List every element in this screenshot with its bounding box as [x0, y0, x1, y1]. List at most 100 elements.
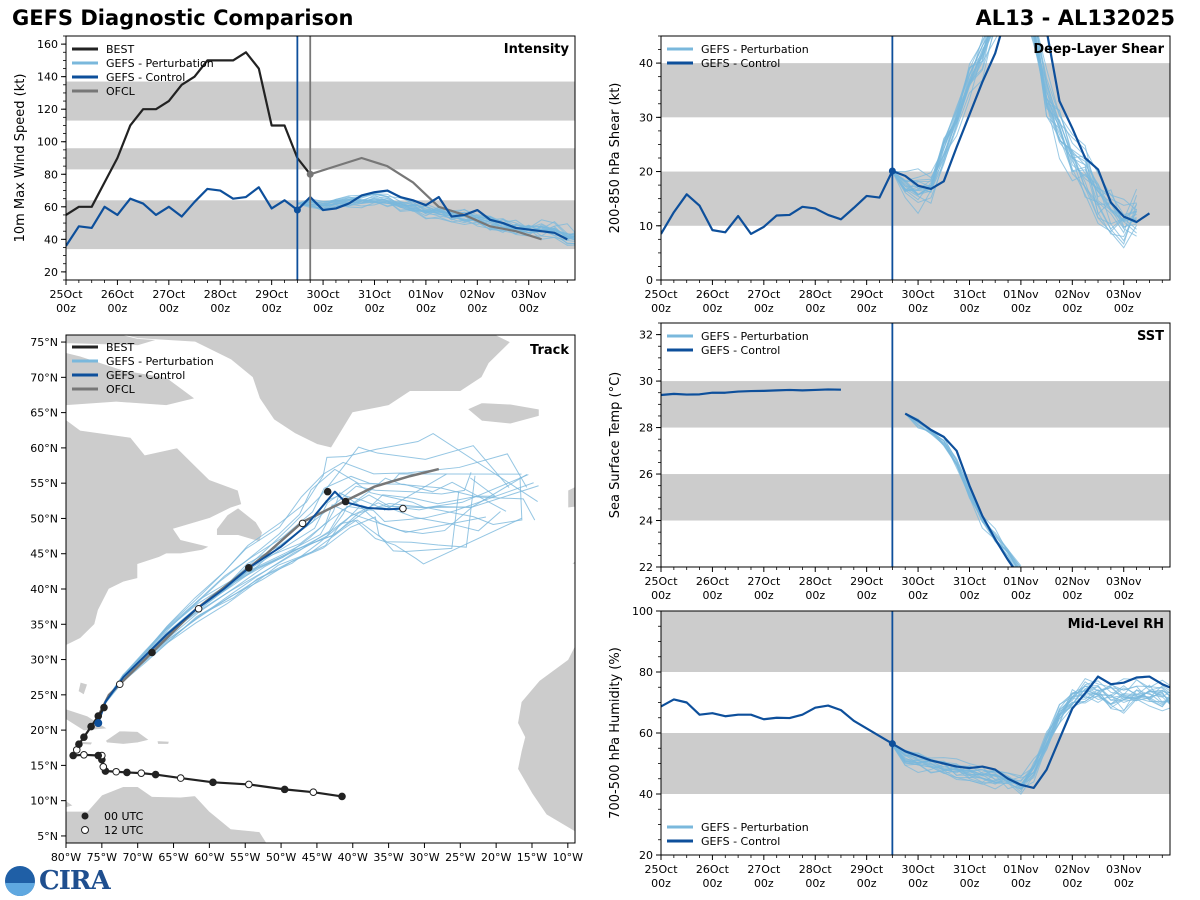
shear-xtick-label-date: 02Nov [1055, 288, 1091, 301]
intensity-xtick-label-hour: 00z [210, 302, 230, 315]
intensity-band-2 [66, 81, 575, 121]
shear-ytick-label: 10 [639, 220, 653, 233]
intensity-marker-0 [293, 206, 301, 214]
rh-xtick-label-hour: 00z [805, 877, 825, 890]
track-ytick-label: 55°N [30, 477, 58, 490]
bahamas-land [77, 681, 89, 696]
intensity-ytick-label: 40 [44, 233, 58, 246]
intensity-legend-label: BEST [106, 43, 134, 56]
track-best-point [100, 703, 108, 712]
shear-xtick-label-hour: 00z [1062, 302, 1082, 315]
sst-xtick-label-date: 31Oct [953, 575, 987, 588]
shear-xtick-label-hour: 00z [857, 302, 877, 315]
track-best-point [309, 788, 318, 797]
track-best-point [80, 751, 88, 759]
intensity-perturbation-member [297, 200, 575, 243]
sst-xtick-label-hour: 00z [754, 589, 774, 602]
track-xtick-label: 25°W [445, 851, 475, 864]
intensity-xtick-label-hour: 00z [108, 302, 128, 315]
intensity-legend-label: GEFS - Perturbation [106, 57, 214, 70]
intensity-ytick-label: 20 [44, 266, 58, 279]
track-ytick-label: 10°N [30, 795, 58, 808]
track-control-point [148, 648, 156, 657]
rh-xtick-label-date: 29Oct [850, 863, 884, 876]
ireland-land [567, 486, 575, 509]
track-xtick-label: 40°W [338, 851, 368, 864]
intensity-ytick-label: 80 [44, 168, 58, 181]
central-america-land [66, 800, 75, 809]
shear-ytick-label: 30 [639, 111, 653, 124]
rh-perturbation-member [891, 685, 1170, 786]
intensity-legend-label: GEFS - Control [106, 71, 185, 84]
south-america-land [66, 786, 268, 843]
track-ytick-label: 45°N [30, 548, 58, 561]
rh-xtick-label-hour: 00z [1114, 877, 1134, 890]
sst-frame [660, 322, 1171, 568]
sst-band-0 [661, 474, 1170, 521]
rh-ytick-label: 60 [639, 727, 653, 740]
rh-xtick-label-date: 27Oct [747, 863, 781, 876]
track-legend-label: GEFS - Control [106, 369, 185, 382]
shear-perturbation-member [892, 36, 1137, 217]
rh-legend-label: GEFS - Perturbation [701, 821, 809, 834]
africa-land [517, 645, 575, 843]
track-best-point [80, 733, 88, 741]
sst-xtick-label-date: 03Nov [1106, 575, 1142, 588]
intensity-perturbation-member [297, 193, 575, 246]
sst-xtick-label-date: 01Nov [1003, 575, 1039, 588]
intensity-ylabel: 10m Max Wind Speed (kt) [13, 74, 28, 243]
sst-xtick-label-date: 29Oct [850, 575, 884, 588]
hispaniola-land [104, 730, 151, 745]
track-control-point [298, 519, 307, 528]
shear-xtick-label-date: 26Oct [696, 288, 730, 301]
track-panel: 80°W 75°W 70°W 65°W 60°W 55°W 50°W 45°W 40°W 35°W… [30, 334, 583, 864]
track-best-point [69, 751, 77, 760]
intensity-xtick-label-date: 27Oct [152, 288, 186, 301]
rh-control-line [661, 675, 1170, 790]
shear-ylabel: 200-850 hPa Shear (kt) [608, 83, 623, 234]
sst-title: SST [1137, 329, 1164, 344]
track-control-point [194, 604, 203, 613]
rh-xtick-label-date: 30Oct [902, 863, 936, 876]
storm-id-title: AL13 - AL132025 [975, 6, 1176, 30]
shear-panel: 01020304025Oct00z26Oct00z27Oct00z28Oct00… [608, 35, 1171, 315]
rh-xtick-label-hour: 00z [960, 877, 980, 890]
track-best-point [137, 769, 146, 777]
shear-ytick-label: 20 [639, 166, 653, 179]
track-ytick-label: 40°N [30, 583, 58, 596]
greenland-land [123, 335, 512, 449]
shear-perturbation-member [891, 36, 1138, 221]
sst-xtick-label-hour: 00z [651, 589, 671, 602]
shear-xtick-label-hour: 00z [805, 302, 825, 315]
rh-ytick-label: 80 [639, 666, 653, 679]
track-control-line [97, 490, 403, 724]
shear-xtick-label-date: 25Oct [644, 288, 678, 301]
sst-ytick-label: 30 [639, 375, 653, 388]
intensity-ytick-label: 160 [37, 38, 58, 51]
baffin-island-land [66, 352, 196, 406]
track-ytick-label: 60°N [30, 442, 58, 455]
shear-legend-label: GEFS - Control [701, 57, 780, 70]
track-perturbation-member [97, 468, 507, 724]
track-ytick-label: 65°N [30, 407, 58, 420]
north-america-land [66, 335, 243, 646]
shear-xtick-label-date: 31Oct [953, 288, 987, 301]
sst-xtick-label-hour: 00z [1114, 589, 1134, 602]
rh-xtick-label-hour: 00z [1062, 877, 1082, 890]
track-best-point [123, 768, 131, 777]
intensity-xtick-label-date: 31Oct [358, 288, 392, 301]
shear-xtick-label-hour: 00z [1011, 302, 1031, 315]
shear-perturbation-member [891, 36, 1138, 242]
shear-xtick-label-hour: 00z [1114, 302, 1134, 315]
track-best-point [280, 785, 289, 794]
rh-perturbation-member [892, 685, 1170, 787]
sst-xtick-label-hour: 00z [857, 589, 877, 602]
track-ytick-label: 5°N [37, 830, 58, 843]
rh-ylabel: 700-500 hPa Humidity (%) [608, 647, 623, 819]
shear-xtick-label-hour: 00z [754, 302, 774, 315]
sst-ytick-label: 28 [639, 422, 653, 435]
intensity-plot-area [66, 51, 575, 250]
rh-xtick-label-date: 25Oct [644, 863, 678, 876]
intensity-panel: 2040608010012014016025Oct00z26Oct00z27Oc… [13, 35, 576, 315]
